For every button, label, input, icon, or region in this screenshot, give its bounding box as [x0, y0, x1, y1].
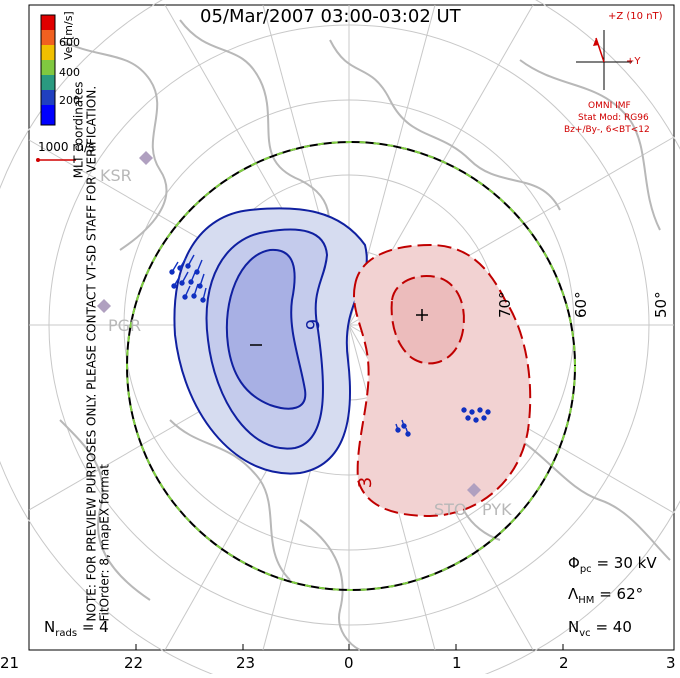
stat-phi: Φpc = 30 kV — [568, 554, 657, 575]
station-marker-pyk — [467, 483, 481, 497]
map-title: 05/Mar/2007 03:00-03:02 UT — [200, 6, 461, 27]
latitude-label-60: 60° — [572, 291, 590, 318]
station-marker-pgr — [97, 299, 111, 313]
plot-border — [28, 4, 675, 651]
mlt-label-1: 1 — [452, 654, 462, 672]
vector-scale-label: 1000 m/s — [38, 140, 95, 154]
mlt-label-23: 23 — [236, 654, 256, 672]
colorbar — [40, 14, 56, 126]
mlt-label-2: 2 — [559, 654, 569, 672]
colorbar-tick-400: 400 — [59, 66, 80, 79]
stat-lambda: ΛHM = 62° — [568, 585, 644, 606]
positive-convection-cell — [353, 243, 532, 518]
velocity-vectors — [169, 254, 491, 437]
colorbar-tick-600: 600 — [59, 36, 80, 49]
mlt-label-0: 0 — [344, 654, 354, 672]
contour-label-positive: 3 — [355, 476, 377, 489]
colorbar-tick-200: 200 — [59, 94, 80, 107]
station-ksr: KSR — [100, 166, 132, 185]
latitude-label-70: 70° — [496, 291, 514, 318]
imf-clock — [576, 30, 632, 90]
mlt-label-22: 22 — [124, 654, 144, 672]
extrema-marks — [250, 309, 428, 346]
vector-group-dawn — [395, 407, 491, 437]
hm-boundary-dashes — [126, 141, 576, 591]
stat-nvc: Nvc = 40 — [568, 618, 632, 639]
mlt-label-21: 21 — [0, 654, 20, 672]
station-markers — [97, 151, 481, 497]
side-text: MLT coordinates NOTE: FOR PREVIEW PURPOS… — [72, 82, 112, 622]
imf-stat-mod: Stat Mod: RG96 — [578, 113, 649, 123]
station-pgr: PGR — [108, 316, 142, 335]
imf-y-axis: +Y — [626, 56, 641, 67]
colorbar-unit: Vel [m/s] — [62, 11, 75, 60]
station-marker-ksr — [139, 151, 153, 165]
mlt-label-3: 3 — [666, 654, 676, 672]
station-pyk: PYK — [482, 500, 512, 519]
imf-scale: +Z (10 nT) — [608, 11, 663, 22]
station-sto: STO — [434, 500, 467, 519]
vector-group-dusk — [169, 254, 207, 303]
imf-source: OMNI IMF — [588, 101, 631, 111]
contour-label-negative: 9 — [303, 318, 325, 331]
latitude-label-50: 50° — [652, 291, 670, 318]
stat-nrads: Nrads = 4 — [44, 618, 109, 639]
mlt-ticks — [28, 644, 675, 650]
fit-order: FitOrder: 8, mapEX format — [97, 464, 112, 622]
negative-convection-cell — [173, 207, 368, 475]
imf-condition: Bz+/By-, 6<BT<12 — [564, 125, 650, 135]
